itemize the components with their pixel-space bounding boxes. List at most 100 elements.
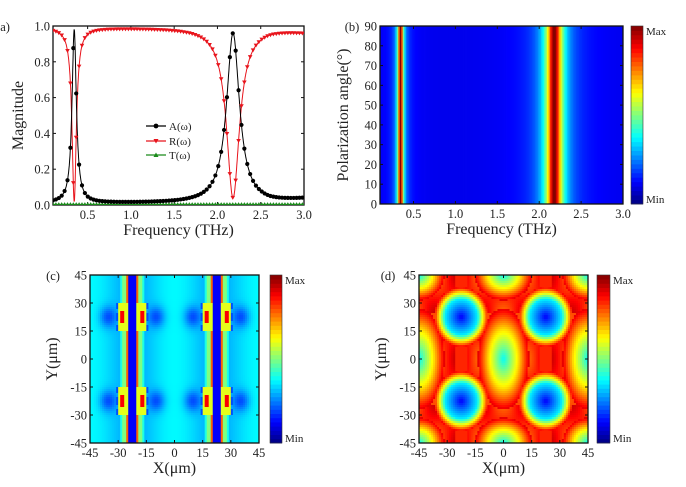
heatmap-cell: [160, 357, 163, 360]
heatmap-cell: [196, 315, 199, 318]
heatmap-cell: [184, 349, 187, 352]
heatmap-cell: [126, 327, 129, 330]
heatmap-cell: [226, 337, 230, 340]
heatmap-cell: [186, 333, 189, 336]
heatmap-cell: [110, 371, 113, 374]
heatmap-cell: [178, 323, 181, 326]
heatmap-cell: [230, 355, 234, 358]
heatmap-cell: [164, 349, 167, 352]
heatmap-cell: [174, 337, 177, 340]
heatmap-cell: [150, 311, 153, 314]
heatmap-cell: [172, 297, 175, 300]
heatmap-cell: [236, 345, 240, 348]
heatmap-cell: [94, 359, 97, 362]
heatmap-cell: [180, 287, 183, 290]
heatmap-cell: [254, 315, 258, 318]
heatmap-cell: [250, 319, 254, 322]
heatmap-cell: [130, 275, 133, 278]
t-marker: [239, 202, 244, 205]
heatmap-cell: [148, 277, 151, 280]
heatmap-cell: [112, 323, 115, 326]
heatmap-cell: [116, 329, 119, 332]
heatmap-cell: [90, 379, 93, 382]
heatmap-cell: [182, 309, 185, 312]
heatmap-cell: [168, 337, 171, 340]
heatmap-cell: [160, 351, 163, 354]
heatmap-cell: [110, 341, 113, 344]
heatmap-cell: [236, 295, 240, 298]
heatmap-cell: [206, 311, 210, 314]
heatmap-cell: [234, 347, 238, 350]
heatmap-cell: [256, 309, 260, 312]
heatmap-cell: [92, 337, 95, 340]
heatmap-cell: [196, 337, 199, 340]
heatmap-cell: [92, 319, 95, 322]
heatmap-cell: [154, 329, 157, 332]
heatmap-cell: [102, 349, 105, 352]
heatmap-column: [390, 26, 393, 204]
heatmap-cell: [110, 289, 113, 292]
heatmap-cell: [122, 355, 125, 358]
heatmap-cell: [192, 379, 195, 382]
heatmap-cell: [162, 351, 165, 354]
heatmap-cell: [152, 377, 155, 380]
heatmap-cell: [150, 301, 153, 304]
heatmap-cell: [106, 313, 109, 316]
heatmap-cell: [220, 303, 224, 306]
heatmap-cell: [226, 363, 230, 366]
heatmap-cell: [182, 335, 185, 338]
heatmap-cell: [190, 303, 193, 306]
heatmap-cell: [140, 311, 143, 314]
heatmap-cell: [174, 371, 177, 374]
heatmap-cell: [176, 303, 179, 306]
heatmap-cell: [212, 377, 216, 380]
heatmap-cell: [184, 293, 187, 296]
heatmap-cell: [210, 355, 214, 358]
heatmap-cell: [104, 335, 107, 338]
heatmap-cell: [254, 373, 258, 376]
heatmap-cell: [226, 343, 230, 346]
heatmap-cell: [236, 347, 240, 350]
heatmap-cell: [114, 275, 117, 278]
heatmap-cell: [178, 303, 181, 306]
heatmap-cell: [142, 285, 145, 288]
heatmap-cell: [96, 307, 99, 310]
heatmap-cell: [110, 361, 113, 364]
heatmap-column: [496, 26, 499, 204]
heatmap-cell: [234, 339, 238, 342]
heatmap-cell: [204, 303, 208, 306]
heatmap-cell: [148, 295, 151, 298]
heatmap-cell: [240, 309, 244, 312]
heatmap-cell: [118, 323, 121, 326]
heatmap-cell: [226, 361, 230, 364]
heatmap-cell: [160, 335, 163, 338]
heatmap-column: [580, 26, 583, 204]
heatmap-cell: [178, 337, 181, 340]
heatmap-cell: [196, 283, 199, 286]
heatmap-cell: [208, 293, 212, 296]
heatmap-cell: [238, 361, 242, 364]
heatmap-cell: [110, 327, 113, 330]
heatmap-cell: [214, 327, 218, 330]
heatmap-cell: [168, 351, 171, 354]
heatmap-cell: [210, 279, 214, 282]
heatmap-cell: [198, 311, 201, 314]
heatmap-cell: [234, 307, 238, 310]
heatmap-cell: [190, 291, 193, 294]
heatmap-cell: [182, 357, 185, 360]
heatmap-cell: [144, 287, 147, 290]
t-marker: [193, 202, 197, 205]
heatmap-cell: [224, 335, 228, 338]
heatmap-cell: [128, 299, 131, 302]
heatmap-cell: [238, 367, 242, 370]
heatmap-cell: [124, 331, 127, 334]
heatmap-cell: [196, 353, 199, 356]
heatmap-cell: [250, 371, 254, 374]
heatmap-cell: [230, 365, 234, 368]
heatmap-column: [421, 26, 423, 204]
heatmap-cell: [96, 289, 99, 292]
heatmap-cell: [176, 319, 179, 322]
heatmap-cell: [232, 275, 236, 278]
heatmap-cell: [94, 303, 97, 306]
heatmap-cell: [230, 343, 234, 346]
